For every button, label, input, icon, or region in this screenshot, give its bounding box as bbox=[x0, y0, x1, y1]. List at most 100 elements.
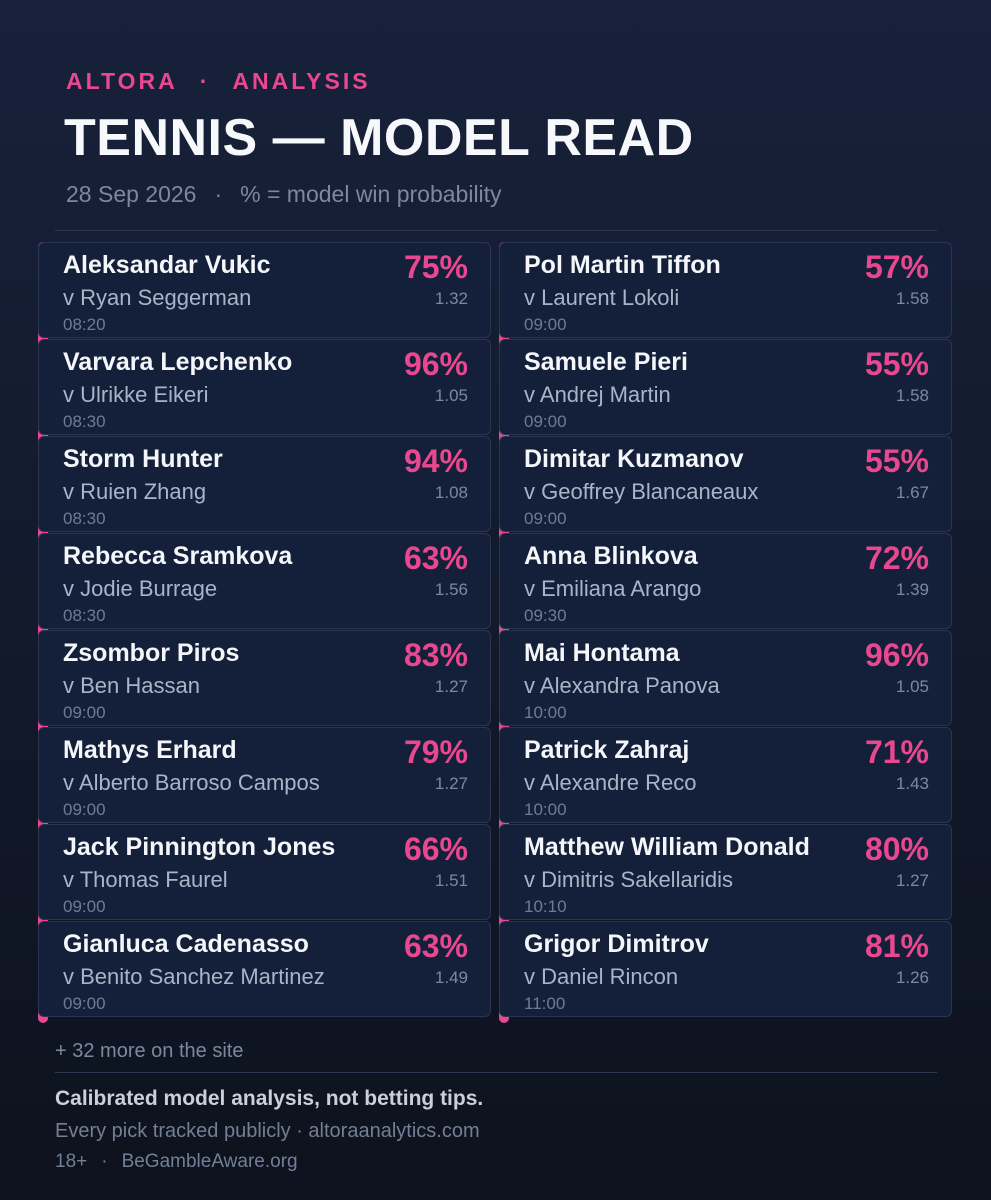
odds-value: 1.67 bbox=[895, 483, 929, 502]
win-probability: 57% bbox=[864, 249, 929, 285]
match-time: 09:00 bbox=[63, 703, 106, 722]
more-matches-note: + 32 more on the site bbox=[55, 1040, 244, 1062]
opponent-name: v Alexandre Reco bbox=[524, 770, 697, 795]
player-name: Storm Hunter bbox=[63, 445, 223, 473]
match-time: 09:00 bbox=[63, 994, 106, 1013]
odds-value: 1.58 bbox=[895, 289, 929, 308]
odds-value: 1.26 bbox=[895, 968, 929, 987]
opponent-name: v Andrej Martin bbox=[524, 382, 671, 407]
opponent-name: v Geoffrey Blancaneaux bbox=[524, 479, 759, 504]
player-name: Varvara Lepchenko bbox=[63, 348, 293, 376]
match-time: 10:00 bbox=[524, 703, 567, 722]
odds-value: 1.58 bbox=[895, 386, 929, 405]
opponent-name: v Dimitris Sakellaridis bbox=[524, 867, 734, 892]
brand-name: ALTORA bbox=[66, 68, 178, 94]
odds-value: 1.27 bbox=[895, 871, 929, 890]
opponent-name: v Jodie Burrage bbox=[63, 576, 218, 601]
match-time: 09:00 bbox=[524, 412, 567, 431]
opponent-name: v Alexandra Panova bbox=[524, 673, 720, 698]
win-probability: 80% bbox=[864, 831, 929, 867]
odds-value: 1.43 bbox=[895, 774, 929, 793]
win-probability: 96% bbox=[403, 346, 468, 382]
match-card: Mathys Erhard v Alberto Barroso Campos 0… bbox=[38, 727, 491, 823]
odds-value: 1.27 bbox=[434, 774, 468, 793]
win-probability: 96% bbox=[864, 637, 929, 673]
player-name: Pol Martin Tiffon bbox=[524, 251, 721, 279]
odds-value: 1.05 bbox=[895, 677, 929, 696]
match-card: Varvara Lepchenko v Ulrikke Eikeri 08:30… bbox=[38, 339, 491, 435]
disclaimer-text: Calibrated model analysis, not betting t… bbox=[55, 1087, 484, 1110]
date-label: 28 Sep 2026 bbox=[66, 181, 197, 207]
match-card: Anna Blinkova v Emiliana Arango 09:30 72… bbox=[499, 533, 952, 629]
match-card: Zsombor Piros v Ben Hassan 09:00 83% 1.2… bbox=[38, 630, 491, 726]
win-probability: 81% bbox=[864, 928, 929, 964]
win-probability: 71% bbox=[864, 734, 929, 770]
odds-value: 1.05 bbox=[434, 386, 468, 405]
match-card: Gianluca Cadenasso v Benito Sanchez Mart… bbox=[38, 921, 491, 1017]
odds-value: 1.39 bbox=[895, 580, 929, 599]
brand-kicker: ALTORA · ANALYSIS bbox=[66, 68, 371, 95]
legend-text: % = model win probability bbox=[240, 181, 502, 207]
odds-value: 1.32 bbox=[434, 289, 468, 308]
opponent-name: v Laurent Lokoli bbox=[524, 285, 680, 310]
match-card: Mai Hontama v Alexandra Panova 10:00 96%… bbox=[499, 630, 952, 726]
opponent-name: v Benito Sanchez Martinez bbox=[63, 964, 325, 989]
opponent-name: v Ruien Zhang bbox=[63, 479, 207, 504]
age-restriction: 18+ bbox=[55, 1151, 88, 1172]
player-name: Samuele Pieri bbox=[524, 348, 688, 376]
match-time: 08:30 bbox=[63, 606, 106, 625]
match-card: Patrick Zahraj v Alexandre Reco 10:00 71… bbox=[499, 727, 952, 823]
match-card: Dimitar Kuzmanov v Geoffrey Blancaneaux … bbox=[499, 436, 952, 532]
player-name: Jack Pinnington Jones bbox=[63, 833, 336, 861]
match-time: 09:00 bbox=[63, 800, 106, 819]
match-time: 09:30 bbox=[524, 606, 567, 625]
win-probability: 55% bbox=[864, 443, 929, 479]
opponent-name: v Ryan Seggerman bbox=[63, 285, 252, 310]
tracking-text: Every pick tracked publicly · altoraanal… bbox=[55, 1120, 480, 1142]
player-name: Anna Blinkova bbox=[524, 542, 698, 570]
match-time: 11:00 bbox=[524, 994, 566, 1013]
section-name: ANALYSIS bbox=[232, 68, 371, 94]
match-card: Grigor Dimitrov v Daniel Rincon 11:00 81… bbox=[499, 921, 952, 1017]
subtitle: 28 Sep 2026 · % = model win probability bbox=[66, 181, 502, 208]
player-name: Grigor Dimitrov bbox=[524, 930, 709, 958]
player-name: Mathys Erhard bbox=[63, 736, 237, 764]
win-probability: 66% bbox=[403, 831, 468, 867]
player-name: Gianluca Cadenasso bbox=[63, 930, 309, 958]
match-time: 10:00 bbox=[524, 800, 567, 819]
match-card: Samuele Pieri v Andrej Martin 09:00 55% … bbox=[499, 339, 952, 435]
win-probability: 63% bbox=[403, 928, 468, 964]
match-time: 09:00 bbox=[524, 509, 567, 528]
win-probability: 55% bbox=[864, 346, 929, 382]
matches-column-left: Aleksandar Vukic v Ryan Seggerman 08:20 … bbox=[38, 242, 491, 1023]
match-card: Pol Martin Tiffon v Laurent Lokoli 09:00… bbox=[499, 242, 952, 338]
header-divider bbox=[55, 230, 937, 231]
legal-line: 18+ · BeGambleAware.org bbox=[55, 1151, 298, 1173]
match-time: 08:20 bbox=[63, 315, 106, 334]
match-time: 08:30 bbox=[63, 412, 106, 431]
gamble-aware-link: BeGambleAware.org bbox=[121, 1151, 298, 1172]
player-name: Zsombor Piros bbox=[63, 639, 240, 667]
player-name: Dimitar Kuzmanov bbox=[524, 445, 744, 473]
player-name: Patrick Zahraj bbox=[524, 736, 690, 764]
player-name: Matthew William Donald bbox=[524, 833, 810, 861]
footer-divider bbox=[55, 1072, 937, 1073]
opponent-name: v Emiliana Arango bbox=[524, 576, 702, 601]
legal-separator: · bbox=[101, 1151, 108, 1172]
match-time: 09:00 bbox=[63, 897, 106, 916]
match-card: Storm Hunter v Ruien Zhang 08:30 94% 1.0… bbox=[38, 436, 491, 532]
opponent-name: v Thomas Faurel bbox=[63, 867, 228, 892]
win-probability: 94% bbox=[403, 443, 468, 479]
win-probability: 75% bbox=[403, 249, 468, 285]
win-probability: 83% bbox=[403, 637, 468, 673]
match-time: 10:10 bbox=[524, 897, 567, 916]
matches-column-right: Pol Martin Tiffon v Laurent Lokoli 09:00… bbox=[499, 242, 952, 1023]
odds-value: 1.08 bbox=[434, 483, 468, 502]
match-time: 08:30 bbox=[63, 509, 106, 528]
match-card: Jack Pinnington Jones v Thomas Faurel 09… bbox=[38, 824, 491, 920]
win-probability: 63% bbox=[403, 540, 468, 576]
kicker-separator: · bbox=[199, 68, 211, 94]
opponent-name: v Alberto Barroso Campos bbox=[63, 770, 320, 795]
match-card: Matthew William Donald v Dimitris Sakell… bbox=[499, 824, 952, 920]
